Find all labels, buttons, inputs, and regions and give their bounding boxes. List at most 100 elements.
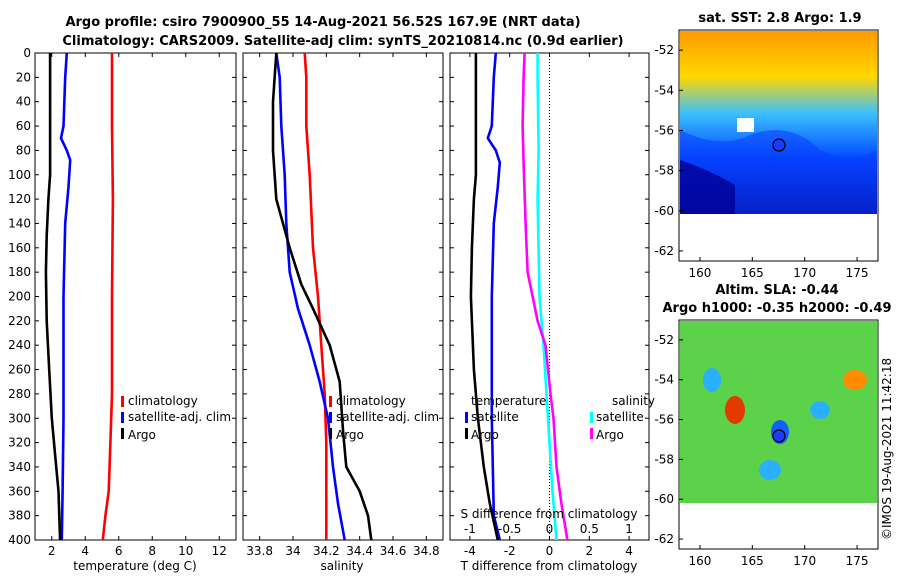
series-line-climatology	[101, 53, 115, 541]
y-tick-label: 380	[8, 509, 31, 523]
map-y-tick-label: -56	[654, 123, 674, 137]
legend-swatch-satellite	[329, 412, 332, 423]
legend-label-climatology: climatology	[128, 394, 198, 408]
legend-swatch-climatology	[329, 396, 332, 407]
sst-map: sat. SST: 2.8 Argo: 1.9 160 165 170 175 -52 -…	[654, 11, 879, 280]
sla-high-anomaly	[843, 370, 867, 390]
x-tick-label: -2	[504, 544, 516, 558]
series-line-argo	[271, 52, 373, 541]
sla-low-anomaly	[759, 460, 781, 480]
y-tick-label: 360	[8, 484, 31, 498]
legend-label-s-satellite: satellite	[596, 410, 644, 424]
sla-map-title-2: Argo h1000: -0.35 h2000: -0.49	[662, 301, 891, 316]
x-tick-label: 8	[148, 544, 156, 558]
x-tick-label: -4	[464, 544, 476, 558]
map-y-tick-label: -60	[654, 492, 674, 506]
salinity-series	[271, 52, 373, 541]
x-tick-label: 12	[212, 544, 227, 558]
temperature-xlabel: temperature (deg C)	[73, 559, 196, 573]
y-tick-label: 160	[8, 241, 31, 255]
legend-swatch-climatology	[121, 396, 124, 407]
series-line-climatology	[303, 52, 328, 540]
sla-low-anomaly	[810, 401, 830, 419]
x-tick-label: 34.8	[413, 544, 440, 558]
y-tick-label: 80	[16, 143, 31, 157]
map-x-tick-label: 170	[793, 554, 816, 568]
map-y-tick-label: -52	[654, 333, 674, 347]
legend-title-salinity: salinity	[612, 394, 655, 408]
x-tick-label: 33.8	[246, 544, 273, 558]
map-y-tick-label: -62	[654, 244, 674, 258]
y-tick-label: 260	[8, 363, 31, 377]
temperature-series	[44, 52, 115, 541]
x2-tick-label: 1	[625, 522, 633, 536]
x-tick-label: 34.4	[346, 544, 373, 558]
temperature-plot-frame	[34, 52, 237, 541]
y-tick-label: 200	[8, 290, 31, 304]
sla-low-anomaly	[703, 368, 721, 392]
map-x-tick-label: 175	[846, 554, 869, 568]
y-tick-label: 60	[16, 119, 31, 133]
series-line-t-satellite	[486, 52, 502, 541]
sst-argo-marker	[772, 138, 786, 152]
legend-label-satellite: satellite-adj. clim	[128, 410, 231, 424]
x-tick-label: 4	[81, 544, 89, 558]
y-tick-label: 20	[16, 70, 31, 84]
x-tick-label: 34	[285, 544, 300, 558]
map-y-tick-label: -56	[654, 413, 674, 427]
credit-text: ©IMOS 19-Aug-2021 11:42:18	[880, 358, 894, 540]
y-tick-label: 140	[8, 216, 31, 230]
legend-label-climatology: climatology	[336, 394, 406, 408]
x-tick-label: 4	[625, 544, 633, 558]
map-x-tick-label: 160	[688, 266, 711, 280]
temperature-ticks: 2 4 6 8 10 1202040608010012014016018020022024…	[8, 46, 236, 558]
legend-label-t-argo: Argo	[471, 428, 499, 442]
y-tick-label: 400	[8, 533, 31, 547]
x-tick-label: 2	[585, 544, 593, 558]
salinity-xlabel: salinity	[320, 559, 363, 573]
difference-ticks: -4 -2 0 2 4 -1 -0.5 0 0.5 1	[450, 52, 649, 558]
legend-swatch-s-argo	[590, 428, 593, 439]
legend-label-argo: Argo	[336, 428, 364, 442]
salinity-plot-frame	[242, 52, 444, 541]
map-y-tick-label: -54	[654, 373, 674, 387]
map-y-tick-label: -54	[654, 83, 674, 97]
map-x-tick-label: 165	[741, 554, 764, 568]
series-line-s-argo	[521, 52, 569, 541]
sla-ticks: 160 165 170 175 -52 -54 -56 -58 -60 -62	[654, 333, 868, 568]
sla-argo-marker	[772, 429, 786, 443]
sla-map: Altim. SLA: -0.44 Argo h1000: -0.35 h200…	[654, 283, 891, 568]
legend-swatch-argo	[121, 428, 124, 439]
x-tick-label: 0	[546, 544, 554, 558]
salinity-legend: climatology satellite-adj. clim Argo	[329, 394, 439, 442]
legend-label-t-satellite: satellite	[471, 410, 519, 424]
legend-label-s-argo: Argo	[596, 428, 624, 442]
y-tick-label: 40	[16, 95, 31, 109]
header-line-1: Argo profile: csiro 7900900_55 14-Aug-20…	[65, 15, 580, 30]
y-tick-label: 120	[8, 192, 31, 206]
series-line-satellite-adj-clim	[59, 52, 72, 541]
legend-swatch-t-argo	[465, 428, 468, 439]
sst-missing-patch	[737, 118, 754, 132]
series-line-s-satellite	[536, 53, 558, 541]
difference-series	[469, 52, 569, 541]
y-tick-label: 320	[8, 436, 31, 450]
map-x-tick-label: 160	[688, 554, 711, 568]
temperature-panel: 2 4 6 8 10 1202040608010012014016018020022024…	[8, 46, 237, 573]
x-tick-label: 2	[48, 544, 56, 558]
x2-tick-label: 0	[546, 522, 554, 536]
map-y-tick-label: -62	[654, 532, 674, 546]
series-line-satellite-adj-clim	[275, 52, 346, 541]
map-x-tick-label: 170	[793, 266, 816, 280]
x2-tick-label: 0.5	[580, 522, 599, 536]
header-line-2: Climatology: CARS2009. Satellite-adj cli…	[62, 34, 623, 49]
y-tick-label: 220	[8, 314, 31, 328]
x2-tick-label: -1	[464, 522, 476, 536]
difference-panel: -4 -2 0 2 4 -1 -0.5 0 0.5 1 T difference from cli…	[449, 52, 655, 573]
map-y-tick-label: -52	[654, 43, 674, 57]
y-tick-label: 100	[8, 168, 31, 182]
series-line-t-argo	[469, 53, 500, 541]
legend-label-satellite: satellite-adj. clim	[336, 410, 439, 424]
y-tick-label: 240	[8, 338, 31, 352]
